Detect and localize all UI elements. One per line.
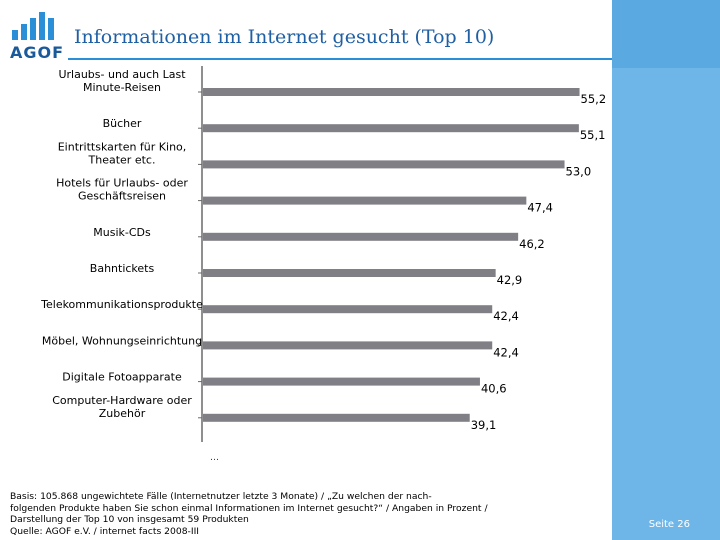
- footnote-line: Darstellung der Top 10 von insgesamt 59 …: [10, 514, 249, 526]
- data-label: 42,4: [493, 309, 519, 323]
- data-label: 47,4: [527, 201, 553, 215]
- bar: [203, 88, 580, 96]
- category-label: Urlaubs- und auch Last: [58, 68, 186, 81]
- footnote-line: Quelle: AGOF e.V. / internet facts 2008-…: [10, 525, 199, 537]
- category-label: Geschäftsreisen: [78, 190, 166, 203]
- bar: [203, 160, 565, 169]
- category-label: Bücher: [103, 117, 142, 130]
- footnote-line: folgenden Produkte haben Sie schon einma…: [10, 502, 488, 514]
- category-label: Musik-CDs: [93, 226, 151, 239]
- category-label: Zubehör: [99, 407, 146, 420]
- footnote: Basis: 105.868 ungewichtete Fälle (Inter…: [10, 491, 488, 537]
- category-label: Eintrittskarten für Kino,: [58, 140, 187, 153]
- category-label: Digitale Fotoapparate: [62, 371, 182, 384]
- logo-text: AGOF: [10, 43, 65, 62]
- page-number: Seite 26: [648, 519, 690, 530]
- bar: [203, 124, 579, 133]
- category-label: Theater etc.: [88, 153, 156, 166]
- bar: [203, 305, 493, 314]
- category-label: Bahntickets: [90, 262, 155, 275]
- logo-bar-icon: [12, 30, 18, 40]
- bar: [203, 196, 527, 205]
- logo-bar-icon: [48, 18, 54, 40]
- footnote-line: Basis: 105.868 ungewichtete Fälle (Inter…: [10, 491, 432, 502]
- agof-logo: AGOF: [10, 12, 65, 62]
- logo-bar-icon: [21, 24, 27, 40]
- page-title: Informationen im Internet gesucht (Top 1…: [74, 26, 495, 48]
- data-label: 55,2: [581, 92, 607, 106]
- bar: [203, 341, 493, 350]
- category-label: Möbel, Wohnungseinrichtung: [42, 334, 202, 347]
- title-divider: [68, 58, 612, 60]
- category-label: Hotels für Urlaubs- oder: [56, 177, 188, 190]
- bar: [203, 413, 470, 422]
- category-label: Minute-Reisen: [83, 81, 161, 94]
- sidebar-panel: Seite 26: [612, 0, 720, 540]
- data-label: 42,4: [493, 345, 519, 359]
- data-label: 42,9: [497, 273, 523, 287]
- data-label: 53,0: [566, 164, 592, 178]
- category-label: Computer-Hardware oder: [52, 394, 192, 407]
- logo-bar-icon: [30, 18, 36, 40]
- data-label: 39,1: [471, 418, 497, 432]
- ellipsis-label: …: [210, 453, 219, 463]
- bar: [203, 269, 496, 277]
- category-label: Telekommunikationsprodukte: [40, 298, 203, 311]
- data-label: 55,1: [580, 128, 606, 142]
- data-label: 40,6: [481, 382, 507, 396]
- bar: [203, 232, 519, 241]
- logo-bar-icon: [39, 12, 45, 40]
- data-label: 46,2: [519, 237, 545, 251]
- bar: [203, 377, 480, 386]
- sidebar-top-block: [612, 0, 720, 68]
